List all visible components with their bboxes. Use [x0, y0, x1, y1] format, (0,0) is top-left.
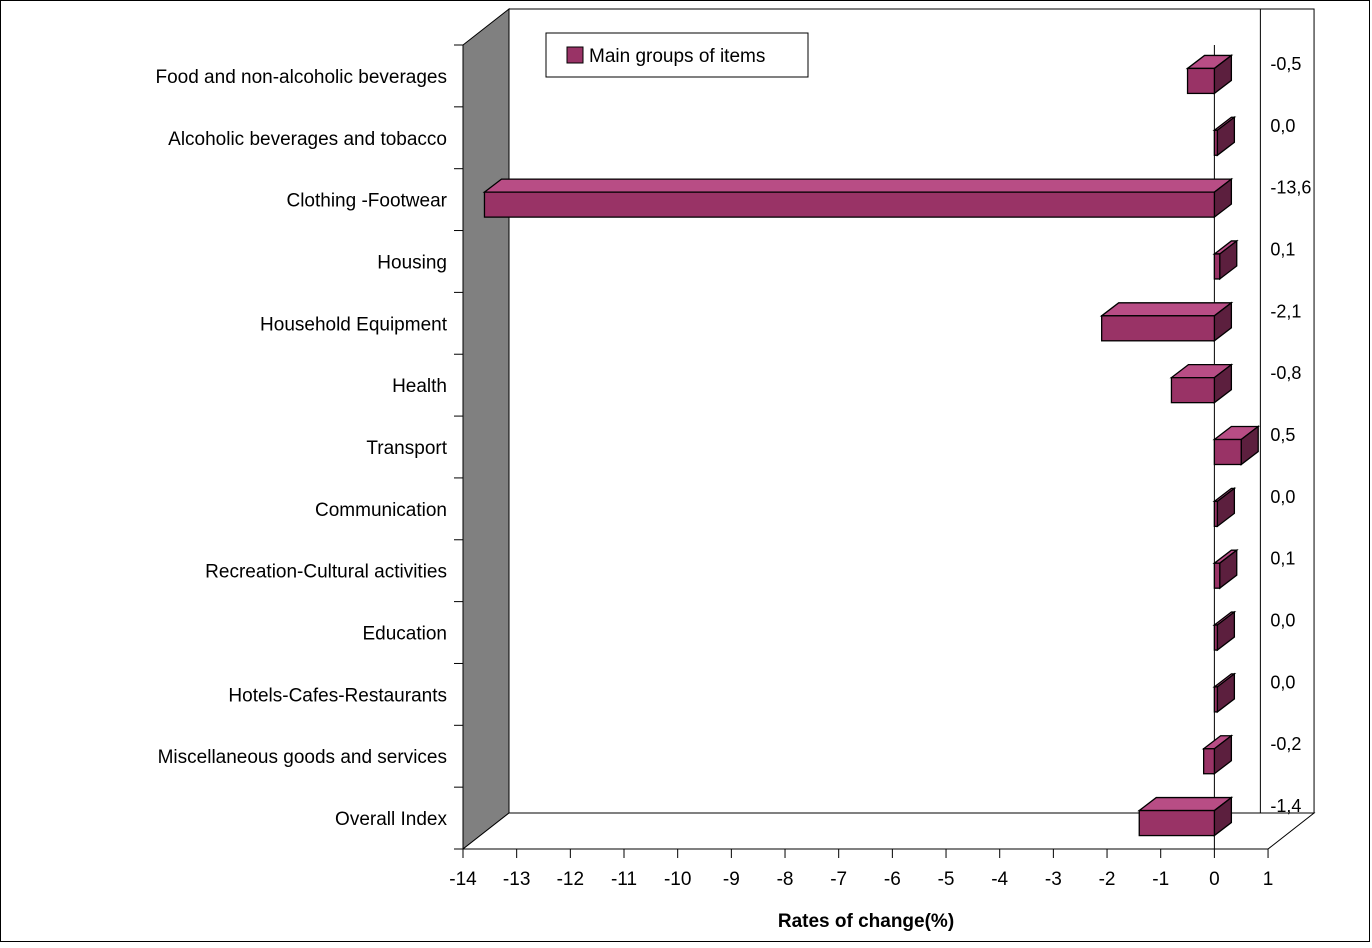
legend-box — [545, 32, 809, 78]
value-tick-label: -6 — [884, 869, 901, 890]
bar — [1212, 425, 1261, 466]
category-label: Clothing -Footwear — [286, 191, 447, 212]
data-label: -2,1 — [1270, 301, 1301, 321]
chart-walls — [461, 7, 1316, 851]
data-label: -1,4 — [1270, 796, 1301, 816]
bars-group: -0,5 0,0 -13,6 0,1 -2,1 -0,8 0,5 0,0 0,1 0,0 0,0 -0… — [482, 54, 1311, 837]
category-label: Hotels-Cafes-Restaurants — [228, 685, 447, 706]
bar — [1212, 610, 1237, 652]
value-tick-label: 0 — [1209, 869, 1220, 890]
category-label: Transport — [366, 438, 447, 459]
bar — [1137, 796, 1234, 837]
bar-front-face — [483, 191, 1216, 218]
bar-front-face — [1213, 686, 1219, 713]
value-tick-label: -13 — [503, 869, 530, 890]
value-axis: -14 -13 -12 -11 -10 -9 -8 -7 -6 -5 -4 -3 -2 -1 0 1 — [449, 848, 1274, 890]
bar-front-face — [1186, 67, 1216, 95]
data-label: 0,0 — [1270, 672, 1295, 692]
category-label: Housing — [377, 252, 447, 273]
data-label: 0,0 — [1270, 116, 1295, 136]
value-tick-label: -5 — [938, 869, 955, 890]
value-tick-label: -14 — [449, 869, 477, 890]
bar — [1201, 734, 1234, 776]
bar-front-face — [1213, 624, 1219, 651]
value-tick-label: -8 — [777, 869, 794, 890]
category-label: Communication — [315, 500, 447, 521]
legend-label: Main groups of items — [589, 46, 765, 67]
bar — [1212, 239, 1239, 281]
value-tick-label: -7 — [830, 869, 847, 890]
category-label: Food and non-alcoholic beverages — [155, 67, 447, 88]
data-label: 0,1 — [1270, 549, 1295, 569]
legend-swatch — [566, 46, 584, 64]
bar-front-face — [1170, 377, 1216, 404]
value-tick-label: -9 — [723, 869, 740, 890]
category-label: Recreation-Cultural activities — [205, 562, 447, 583]
bar — [1212, 548, 1239, 590]
bar-front-face — [1213, 253, 1221, 280]
data-label: 0,0 — [1270, 611, 1295, 631]
data-label: -0,8 — [1270, 363, 1301, 383]
bar — [1185, 54, 1234, 95]
category-label: Health — [392, 376, 447, 397]
value-tick-label: -12 — [557, 869, 584, 890]
bar-front-face — [1213, 562, 1221, 589]
left-wall — [462, 7, 510, 851]
bar — [1169, 363, 1234, 404]
legend: Main groups of items — [545, 32, 809, 78]
bar-top-face — [482, 178, 1234, 193]
bar — [482, 177, 1234, 219]
category-label: Miscellaneous goods and services — [158, 747, 447, 768]
bar — [1212, 487, 1237, 528]
data-label: -0,2 — [1270, 734, 1301, 754]
category-label: Education — [362, 624, 447, 645]
back-wall — [508, 8, 1315, 814]
bar-front-face — [1213, 129, 1219, 156]
value-tick-label: 1 — [1263, 869, 1274, 890]
bar-top-face — [1099, 302, 1234, 317]
bar-front-face — [1101, 315, 1216, 342]
data-label: -0,5 — [1270, 54, 1301, 74]
value-tick-label: -2 — [1099, 869, 1116, 890]
bar — [1212, 672, 1237, 714]
category-label: Alcoholic beverages and tobacco — [168, 129, 447, 150]
data-label: 0,5 — [1270, 425, 1295, 445]
x-axis-title: Rates of change(%) — [778, 911, 954, 932]
value-tick-label: -11 — [611, 869, 637, 890]
value-tick-label: -1 — [1152, 869, 1169, 890]
bar — [1099, 301, 1234, 343]
value-tick-label: -3 — [1045, 869, 1062, 890]
category-label: Overall Index — [335, 809, 447, 830]
bar — [1212, 115, 1237, 157]
bar-front-face — [1213, 500, 1219, 527]
bar-front-face — [1138, 809, 1216, 837]
bar-front-face — [1202, 748, 1216, 775]
bar-front-face — [1213, 438, 1242, 466]
data-label: 0,0 — [1270, 487, 1295, 507]
data-label: 0,1 — [1270, 239, 1295, 259]
category-label: Household Equipment — [260, 314, 448, 335]
category-axis: Food and non-alcoholic beverages Alcoholi… — [155, 44, 464, 850]
value-tick-label: -10 — [664, 869, 691, 890]
value-tick-label: -4 — [991, 869, 1008, 890]
data-label: -13,6 — [1270, 178, 1311, 198]
